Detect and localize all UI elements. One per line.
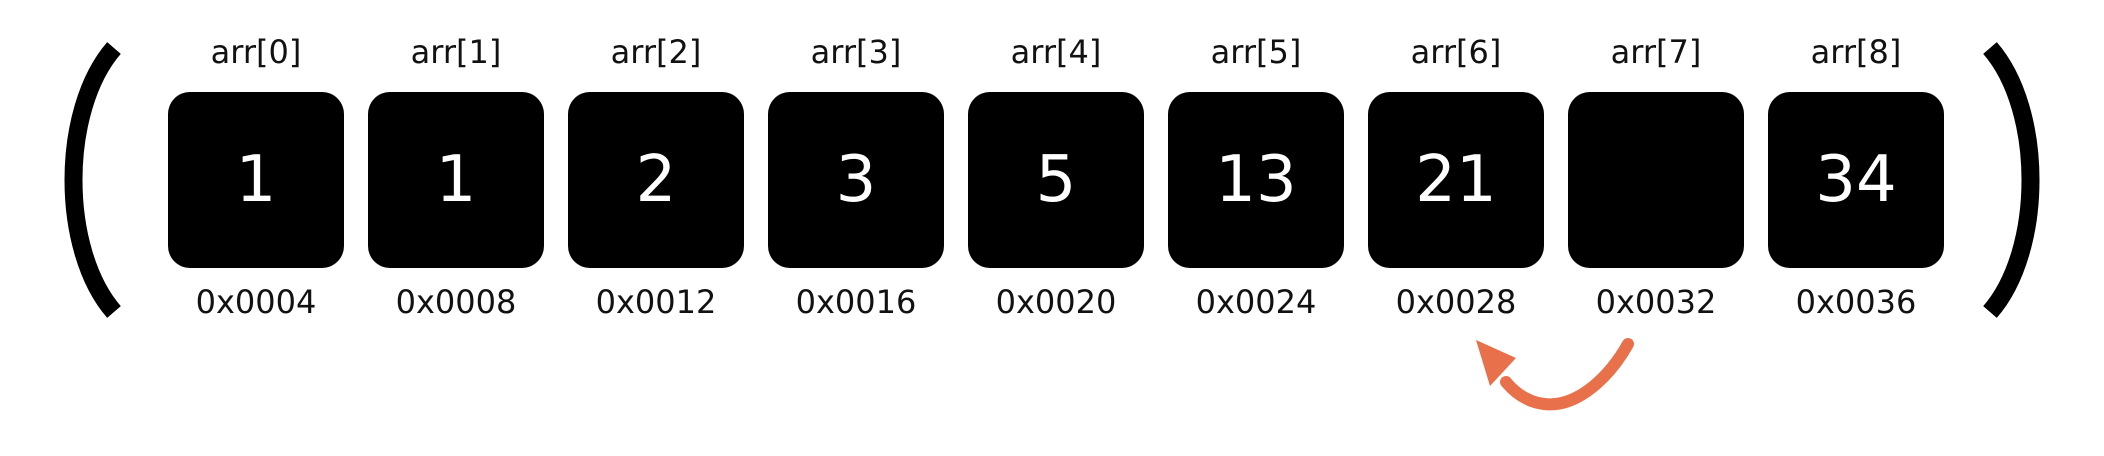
address-label: 0x0024	[1195, 283, 1317, 321]
address-label: 0x0032	[1595, 283, 1717, 321]
array-cell-0: arr[0] 1 0x0004	[168, 30, 344, 330]
value-box: 13	[1168, 92, 1344, 268]
curved-arrow-icon	[1460, 336, 1640, 426]
array-cell-4: arr[4] 5 0x0020	[968, 30, 1144, 330]
address-label: 0x0028	[1395, 283, 1517, 321]
left-parenthesis-icon	[52, 40, 132, 320]
value-text: 13	[1215, 143, 1297, 217]
address-label: 0x0020	[995, 283, 1117, 321]
address-label: 0x0036	[1795, 283, 1917, 321]
value-box: 21	[1368, 92, 1544, 268]
value-text: 1	[435, 143, 477, 217]
array-cell-2: arr[2] 2 0x0012	[568, 30, 744, 330]
value-box: 1	[368, 92, 544, 268]
value-text: 34	[1815, 143, 1897, 217]
index-label: arr[2]	[610, 33, 702, 71]
array-cell-1: arr[1] 1 0x0008	[368, 30, 544, 330]
value-text: 21	[1415, 143, 1497, 217]
address-label: 0x0016	[795, 283, 917, 321]
value-box: 3	[768, 92, 944, 268]
value-text: 1	[235, 143, 277, 217]
index-label: arr[5]	[1210, 33, 1302, 71]
value-box: 2	[568, 92, 744, 268]
index-label: arr[4]	[1010, 33, 1102, 71]
index-label: arr[8]	[1810, 33, 1902, 71]
index-label: arr[7]	[1610, 33, 1702, 71]
value-text: 3	[835, 143, 877, 217]
value-box	[1568, 92, 1744, 268]
value-box: 1	[168, 92, 344, 268]
right-parenthesis-icon	[1972, 40, 2052, 320]
value-text: 2	[635, 143, 677, 217]
array-cell-8: arr[8] 34 0x0036	[1768, 30, 1944, 330]
index-label: arr[3]	[810, 33, 902, 71]
array-cell-3: arr[3] 3 0x0016	[768, 30, 944, 330]
array-cell-7: arr[7] 0x0032	[1568, 30, 1744, 330]
array-cell-5: arr[5] 13 0x0024	[1168, 30, 1344, 330]
index-label: arr[0]	[210, 33, 302, 71]
array-cell-6: arr[6] 21 0x0028	[1368, 30, 1544, 330]
index-label: arr[1]	[410, 33, 502, 71]
value-box: 34	[1768, 92, 1944, 268]
value-box: 5	[968, 92, 1144, 268]
address-label: 0x0008	[395, 283, 517, 321]
index-label: arr[6]	[1410, 33, 1502, 71]
value-text: 5	[1035, 143, 1077, 217]
address-label: 0x0012	[595, 283, 717, 321]
address-label: 0x0004	[195, 283, 317, 321]
